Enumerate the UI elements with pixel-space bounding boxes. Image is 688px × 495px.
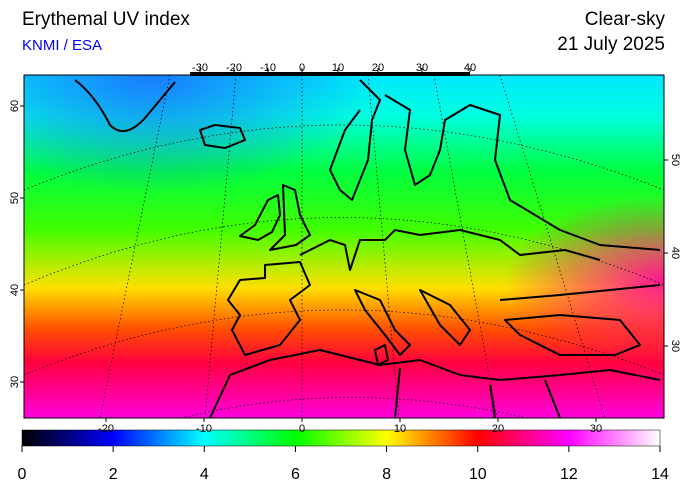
lat-tick-label: 40 — [9, 284, 21, 296]
colorbar-tick-label: 10 — [469, 466, 487, 483]
lon-tick-label: 30 — [590, 423, 602, 435]
colorbar — [21, 429, 661, 447]
colorbar-tick-label: 8 — [382, 466, 391, 483]
lat-tick-label: 50 — [9, 192, 21, 204]
title: Erythemal UV index — [22, 9, 190, 30]
lon-tick-label: 30 — [416, 62, 428, 74]
condition: Clear-sky — [585, 9, 666, 30]
lat-tick-label: 50 — [669, 154, 681, 166]
colorbar-tick-label: 12 — [560, 466, 578, 483]
date: 21 July 2025 — [557, 34, 665, 55]
uv-field — [24, 75, 664, 418]
lon-tick-label: 0 — [299, 423, 305, 435]
map-area — [24, 75, 664, 418]
lon-tick-label: -20 — [226, 62, 242, 74]
lon-tick-label: -20 — [98, 423, 114, 435]
colorbar-tick-label: 14 — [651, 466, 669, 483]
colorbar-tick-label: 2 — [109, 466, 118, 483]
lon-tick-label: -10 — [196, 423, 212, 435]
lat-tick-label: 40 — [669, 247, 681, 259]
colorbar-tick-label: 0 — [18, 466, 27, 483]
lon-tick-label: 20 — [492, 423, 504, 435]
lat-tick-label: 60 — [9, 100, 21, 112]
lon-tick-label: 0 — [299, 62, 305, 74]
lon-tick-label: -30 — [192, 62, 208, 74]
lon-tick-label: 10 — [394, 423, 406, 435]
lon-tick-label: -10 — [260, 62, 276, 74]
lat-tick-label: 30 — [9, 376, 21, 388]
lon-tick-label: 10 — [332, 62, 344, 74]
colorbar-tick-label: 4 — [200, 466, 209, 483]
lat-tick-label: 30 — [669, 340, 681, 352]
lon-tick-label: 40 — [464, 62, 476, 74]
colorbar-tick-label: 6 — [291, 466, 300, 483]
coastlines — [74, 79, 661, 418]
source: KNMI / ESA — [22, 37, 102, 54]
top-axis-bar — [190, 72, 470, 76]
lon-tick-label: 20 — [372, 62, 384, 74]
